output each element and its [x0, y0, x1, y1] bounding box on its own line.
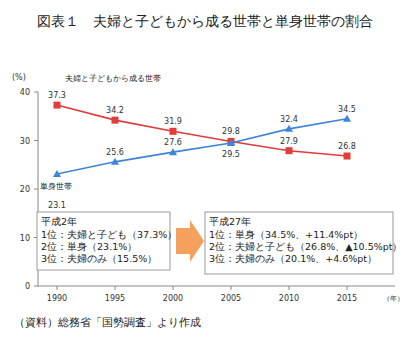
- data-label: 32.4: [280, 115, 298, 124]
- title: 図表１ 夫婦と子どもから成る世帯と単身世帯の割合: [37, 13, 373, 29]
- data-label: 34.2: [106, 106, 124, 115]
- y-tick-label: 0: [25, 282, 30, 291]
- marker: [169, 148, 177, 155]
- y-tick-label: 10: [20, 234, 30, 243]
- y-tick: [34, 140, 38, 141]
- x-tick: [289, 286, 290, 290]
- data-label: 25.6: [106, 148, 124, 157]
- series-name: 単身世帯: [40, 182, 72, 191]
- marker: [285, 125, 293, 132]
- x-tick: [231, 286, 232, 290]
- marker: [112, 117, 119, 124]
- data-label: 27.9: [280, 137, 298, 146]
- x-tick-label: 2010: [279, 294, 299, 303]
- plot-area: [53, 102, 351, 177]
- y-tick: [34, 92, 38, 93]
- data-label: 27.6: [164, 138, 182, 147]
- y-tick-label: 20: [20, 185, 30, 194]
- y-tick: [34, 286, 38, 287]
- marker: [53, 170, 61, 177]
- annotation-title: 平成27年: [209, 216, 251, 227]
- marker: [227, 139, 235, 146]
- data-label: 31.9: [164, 117, 182, 126]
- y-tick: [34, 189, 38, 190]
- marker: [170, 128, 177, 135]
- x-tick: [347, 286, 348, 290]
- annotation-line: 1位：単身（34.5%、+11.4%pt）: [209, 229, 363, 240]
- annotation-box: [37, 212, 170, 270]
- data-label: 34.5: [338, 105, 356, 114]
- x-tick: [57, 286, 58, 290]
- marker: [344, 153, 351, 160]
- annotation-line: 3位：夫婦のみ（15.5%）: [41, 253, 157, 264]
- data-label: 29.5: [222, 150, 240, 159]
- y-tick-label: 40: [20, 88, 30, 97]
- chart: 図表１ 夫婦と子どもから成る世帯と単身世帯の割合 (%) 0 10 20 30 40 1990…: [0, 0, 410, 342]
- x-tick-label: 2000: [163, 294, 183, 303]
- x-tick-label: 1995: [105, 294, 125, 303]
- x-axis-label: （年）: [383, 295, 404, 303]
- marker: [54, 102, 61, 109]
- annotation-line: 2位：夫婦と子ども（26.8%、▲10.5%pt）: [209, 241, 402, 252]
- y-tick-label: 30: [20, 137, 30, 146]
- annotation-line: 1位：夫婦と子ども（37.3%）: [41, 229, 177, 240]
- x-tick-label: 1990: [47, 294, 67, 303]
- x-tick: [173, 286, 174, 290]
- series-name: 夫婦と子どもから成る世帯: [65, 74, 161, 83]
- annotation-title: 平成2年: [41, 216, 77, 227]
- x-tick-label: 2015: [337, 294, 357, 303]
- data-label: 37.3: [48, 91, 66, 100]
- series-line: [57, 119, 347, 174]
- x-tick-label: 2005: [221, 294, 241, 303]
- y-axis-label: (%): [12, 73, 26, 82]
- labels: 37.3 34.2 31.9 29.8 27.9 26.8 23.1 25.6 27.6 29.5…: [40, 74, 356, 210]
- data-label: 29.8: [222, 127, 240, 136]
- series-line: [57, 105, 347, 156]
- marker: [343, 115, 351, 122]
- annotation-line: 3位：夫婦のみ（20.1%、+4.6%pt）: [209, 253, 377, 264]
- data-label: 23.1: [48, 201, 66, 210]
- arrow: [176, 220, 204, 262]
- marker: [228, 138, 235, 145]
- x-tick: [115, 286, 116, 290]
- data-label: 26.8: [338, 142, 356, 151]
- source: （資料）総務省「国勢調査」より作成: [14, 316, 201, 329]
- annotation-line: 2位：単身（23.1%）: [41, 241, 137, 252]
- marker: [286, 147, 293, 154]
- x-axis: [38, 286, 395, 287]
- marker: [111, 158, 119, 165]
